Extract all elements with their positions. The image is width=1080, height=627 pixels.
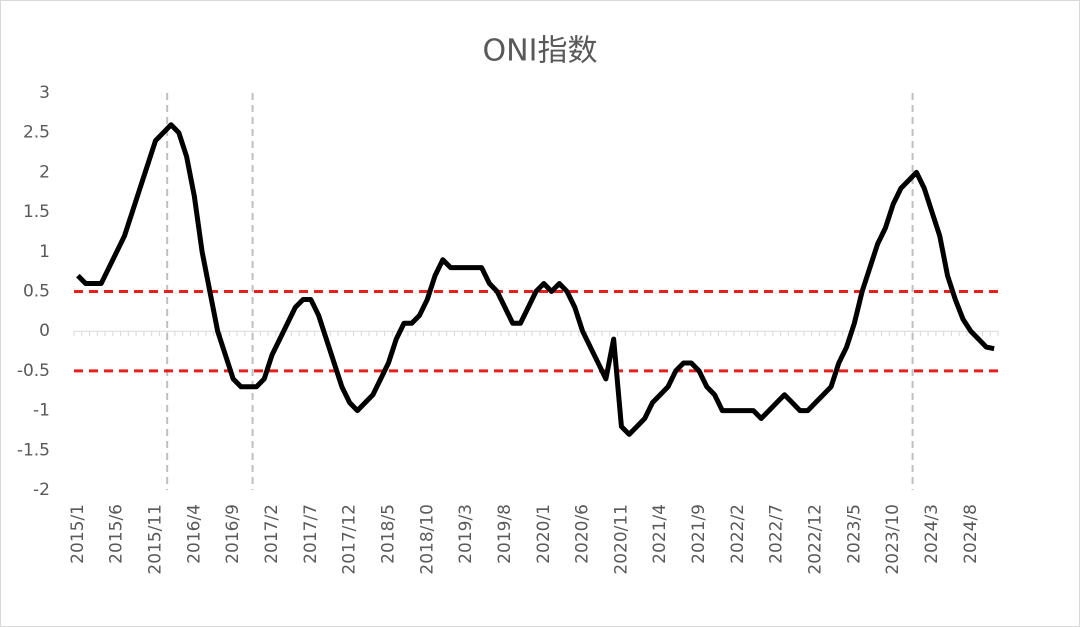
x-tick-label: 2019/8 <box>495 504 515 564</box>
x-tick-label: 2016/4 <box>184 504 204 564</box>
x-tick-label: 2024/3 <box>922 504 942 564</box>
y-tick-label: 0.5 <box>23 282 50 302</box>
x-tick-label: 2017/7 <box>301 504 321 564</box>
x-tick-label: 2020/1 <box>534 504 554 564</box>
x-tick-label: 2017/12 <box>340 504 360 575</box>
x-tick-label: 2023/5 <box>844 504 864 564</box>
x-tick-label: 2020/11 <box>611 504 631 575</box>
line-series <box>76 122 995 437</box>
x-tick-label: 2021/9 <box>689 504 709 564</box>
x-tick-label: 2015/11 <box>146 504 166 575</box>
y-tick-label: -1 <box>33 401 50 421</box>
x-tick-label: 2024/8 <box>961 504 981 564</box>
x-tick-label: 2015/6 <box>107 504 127 564</box>
chart-title: ONI指数 <box>483 34 598 69</box>
x-tick-label: 2018/10 <box>417 504 437 575</box>
y-tick-label: 2 <box>39 162 50 182</box>
x-tick-label: 2015/1 <box>68 504 88 564</box>
y-tick-label: -2 <box>33 480 50 500</box>
x-tick-label: 2016/9 <box>223 504 243 564</box>
x-tick-label: 2018/5 <box>378 504 398 564</box>
x-tick-label: 2022/7 <box>767 504 787 564</box>
x-tick-label: 2021/4 <box>650 504 670 564</box>
y-tick-label: -0.5 <box>17 361 50 381</box>
y-tick-label: 1 <box>39 242 50 262</box>
x-tick-label: 2017/2 <box>262 504 282 564</box>
y-tick-label: 2.5 <box>23 123 50 143</box>
y-tick-label: 0 <box>39 321 50 341</box>
x-tick-label: 2020/6 <box>573 504 593 564</box>
x-tick-label: 2022/2 <box>728 504 748 564</box>
x-tick-label: 2019/3 <box>456 504 476 564</box>
y-tick-label: -1.5 <box>17 440 50 460</box>
x-tick-label: 2023/10 <box>883 504 903 575</box>
x-tick-label: 2022/12 <box>806 504 826 575</box>
y-tick-label: 1.5 <box>23 202 50 222</box>
y-tick-label: 3 <box>39 83 50 103</box>
